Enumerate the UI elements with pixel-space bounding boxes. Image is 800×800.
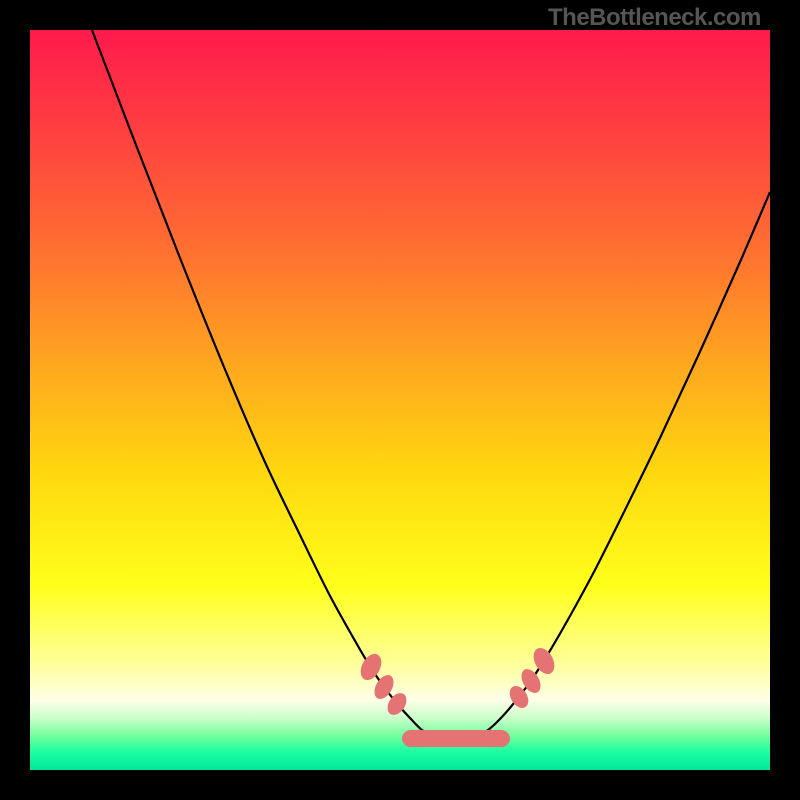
attribution-text: TheBottleneck.com (548, 4, 761, 32)
chart-svg (30, 30, 770, 770)
valley-highlight-bar (402, 730, 510, 747)
gradient-background (30, 30, 770, 770)
plot-area (30, 30, 770, 770)
